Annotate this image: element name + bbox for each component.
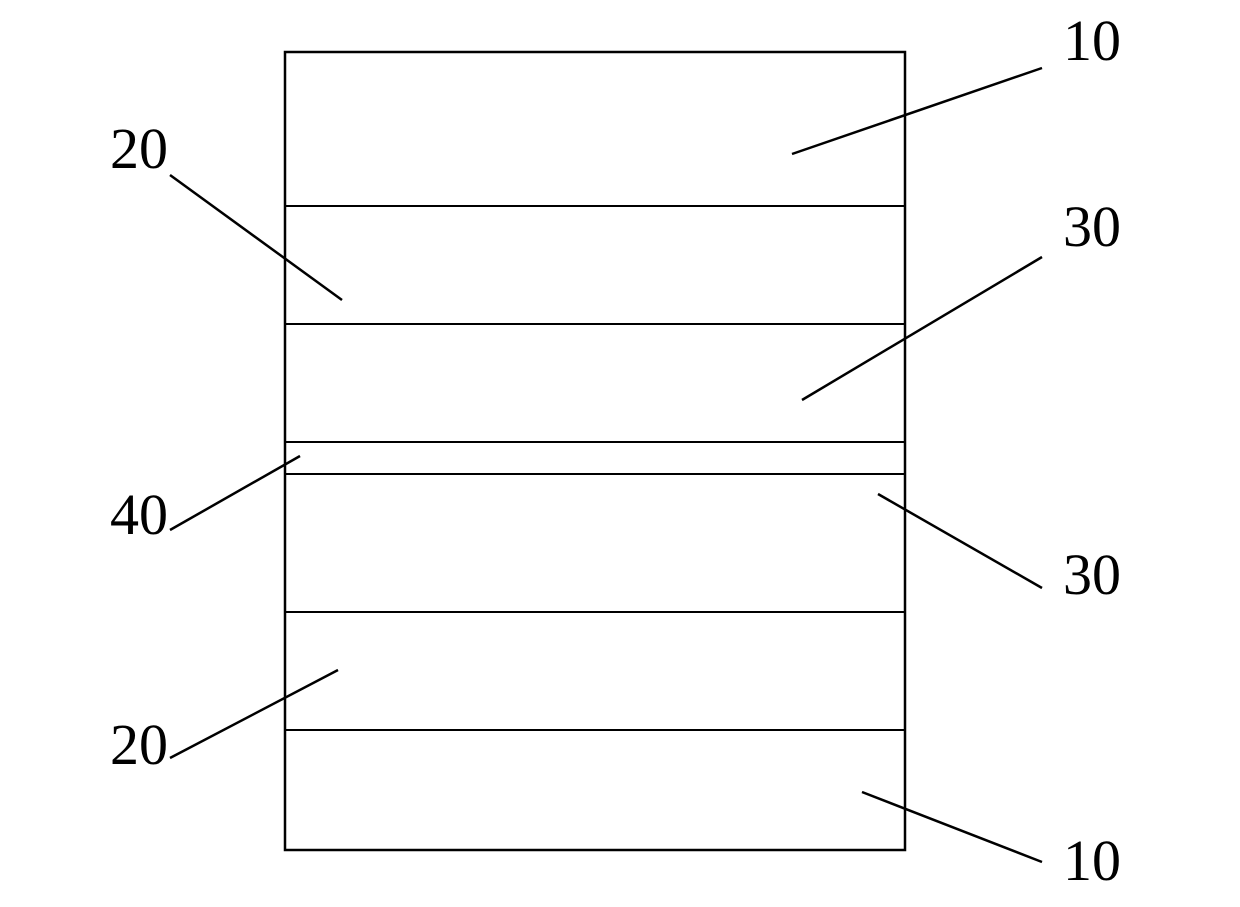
leader-line-l20a — [170, 175, 342, 300]
label-l20a: 20 — [110, 116, 168, 181]
label-l10b: 10 — [1063, 828, 1121, 893]
label-l30a: 30 — [1063, 194, 1121, 259]
label-l30b: 30 — [1063, 542, 1121, 607]
leader-line-l30b — [878, 494, 1042, 588]
leader-line-l10a — [792, 68, 1042, 154]
label-l40: 40 — [110, 482, 168, 547]
leader-line-l30a — [802, 257, 1042, 400]
leader-line-l10b — [862, 792, 1042, 862]
diagram-canvas: 10 20 30 40 30 20 10 — [0, 0, 1240, 907]
label-l20b: 20 — [110, 712, 168, 777]
leader-line-l20b — [170, 670, 338, 758]
leader-line-l40 — [170, 456, 300, 530]
label-l10a: 10 — [1063, 8, 1121, 73]
